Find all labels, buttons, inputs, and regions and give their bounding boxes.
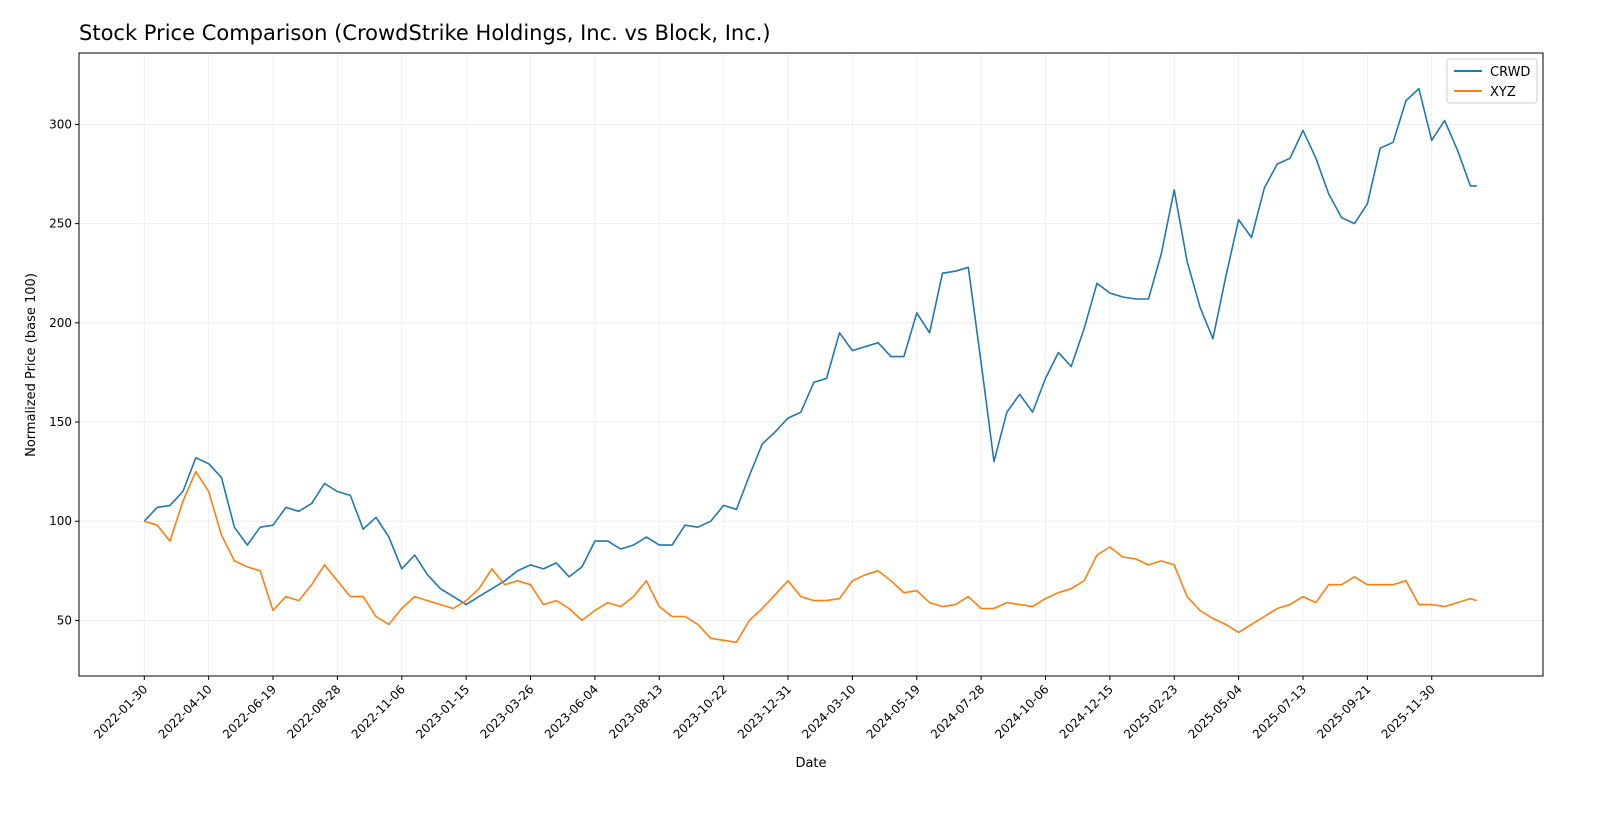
x-axis-ticks: 2022-01-30 2022-04-10 2022-06-19 2022-08-28… [91,676,1438,741]
x-tick-label: 2022-06-19 [220,682,279,741]
x-tick-label: 2023-06-04 [542,682,601,741]
chart-title: Stock Price Comparison (CrowdStrike Hold… [79,21,771,45]
x-tick-label: 2025-09-21 [1314,682,1373,741]
x-tick-label: 2024-12-15 [1057,682,1116,741]
x-tick-label: 2023-03-26 [477,682,536,741]
series-lines [143,87,1478,644]
series-line-xyz [144,470,1478,644]
x-tick-label: 2022-01-30 [91,682,150,741]
x-tick-label: 2024-07-28 [928,682,987,741]
x-tick-label: 2022-08-28 [284,682,343,741]
x-axis-label: Date [795,756,826,771]
x-tick-label: 2023-10-22 [671,682,730,741]
plot-frame [78,52,1544,677]
y-tick-label: 300 [49,117,72,131]
legend: CRWD XYZ [1446,58,1538,104]
x-tick-label: 2025-02-23 [1121,682,1180,741]
y-tick-label: 250 [49,217,72,231]
legend-label-xyz: XYZ [1490,85,1516,100]
y-tick-label: 200 [49,316,72,330]
x-tick-label: 2025-05-04 [1186,682,1245,741]
x-tick-label: 2022-11-06 [349,682,408,741]
y-axis-ticks: 50 100 150 200 250 300 [49,117,79,627]
grid [79,53,1543,676]
x-tick-label: 2023-01-15 [413,682,472,741]
x-tick-label: 2025-07-13 [1250,682,1309,741]
legend-label-crwd: CRWD [1490,65,1530,80]
y-tick-label: 100 [49,514,72,528]
y-tick-label: 150 [49,415,72,429]
x-tick-label: 2024-03-10 [799,682,858,741]
series-line-crwd [143,87,1477,606]
x-tick-label: 2022-04-10 [156,682,215,741]
x-tick-label: 2023-08-13 [606,682,665,741]
x-tick-label: 2024-05-19 [864,682,923,741]
x-tick-label: 2024-10-06 [992,682,1051,741]
y-axis-label: Normalized Price (base 100) [24,273,39,457]
y-tick-label: 50 [57,613,72,627]
x-tick-label: 2023-12-31 [735,682,794,741]
x-tick-label: 2025-11-30 [1379,682,1438,741]
